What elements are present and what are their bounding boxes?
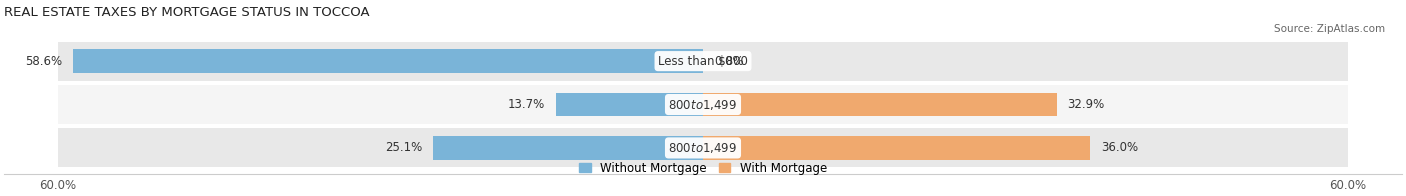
Bar [58,42,1348,81]
Bar [58,128,1348,167]
Text: 13.7%: 13.7% [508,98,546,111]
Text: 0.0%: 0.0% [714,55,744,68]
Text: 32.9%: 32.9% [1067,98,1105,111]
Bar [433,136,703,160]
Bar [703,93,1057,116]
Bar [555,93,703,116]
Text: Less than $800: Less than $800 [658,55,748,68]
Text: Source: ZipAtlas.com: Source: ZipAtlas.com [1274,24,1385,34]
Bar [703,136,1090,160]
Bar [73,49,703,73]
Text: $800 to $1,499: $800 to $1,499 [668,141,738,155]
Bar [58,85,1348,124]
Text: REAL ESTATE TAXES BY MORTGAGE STATUS IN TOCCOA: REAL ESTATE TAXES BY MORTGAGE STATUS IN … [4,6,370,19]
Text: 58.6%: 58.6% [25,55,62,68]
Text: 25.1%: 25.1% [385,142,422,154]
Text: 36.0%: 36.0% [1101,142,1137,154]
Text: $800 to $1,499: $800 to $1,499 [668,98,738,112]
Legend: Without Mortgage, With Mortgage: Without Mortgage, With Mortgage [579,162,827,175]
